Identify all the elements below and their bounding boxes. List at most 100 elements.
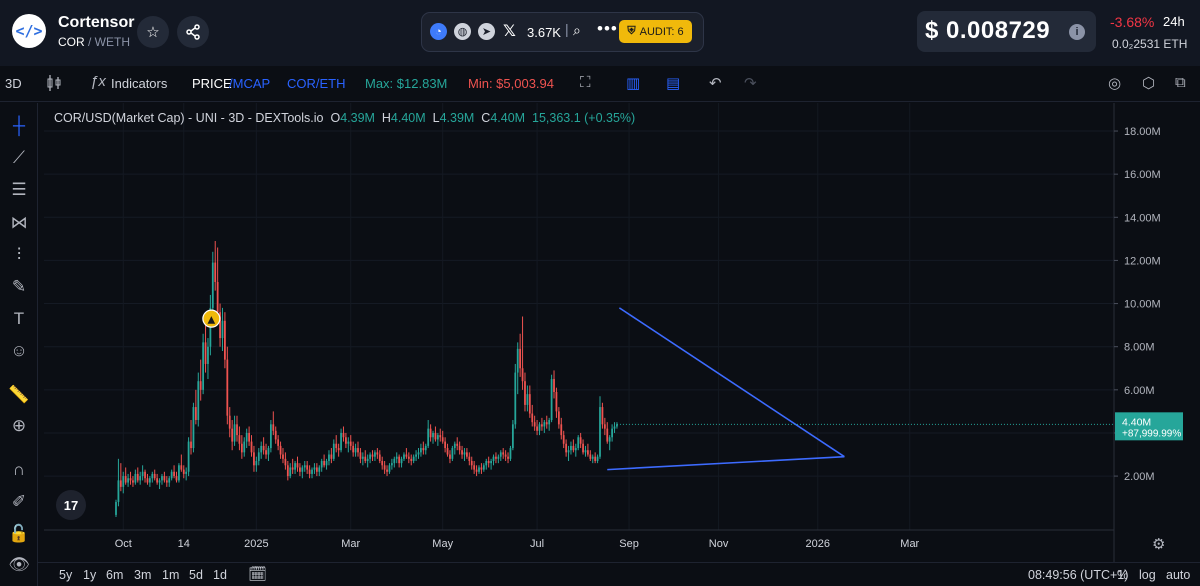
x-tick-label: 14 bbox=[178, 538, 190, 550]
candle-body bbox=[543, 422, 546, 427]
candle bbox=[359, 448, 362, 464]
range-5d[interactable]: 5d bbox=[189, 568, 203, 582]
brush-tool-icon[interactable]: ✎ bbox=[11, 277, 27, 296]
range-1m[interactable]: 1m bbox=[162, 568, 180, 582]
range-6m[interactable]: 6m bbox=[106, 568, 124, 582]
price-toggle[interactable]: PRICE bbox=[192, 76, 232, 91]
fib-tool-icon[interactable]: ☰ bbox=[11, 180, 27, 199]
interval-button[interactable]: 3D bbox=[5, 76, 22, 91]
bar-chart-icon[interactable]: ▥ bbox=[626, 75, 641, 92]
trendlines[interactable] bbox=[607, 307, 845, 471]
ruler-icon[interactable]: 📏 bbox=[8, 385, 30, 404]
telegram-icon[interactable]: ➤ bbox=[478, 23, 495, 40]
favorite-button[interactable]: ☆ bbox=[137, 16, 169, 48]
emoji-tool-icon[interactable]: ☺ bbox=[10, 341, 28, 360]
log-toggle[interactable]: log bbox=[1139, 568, 1156, 582]
candle-body bbox=[352, 445, 355, 453]
screenshot-icon[interactable]: ◎ bbox=[1108, 75, 1122, 92]
candle-body bbox=[519, 348, 522, 369]
candle bbox=[570, 441, 572, 455]
snapshot-icon[interactable]: ⧉ bbox=[1175, 74, 1186, 91]
more-icon[interactable]: ••• bbox=[597, 19, 618, 38]
undo-icon[interactable]: ↶ bbox=[709, 75, 722, 92]
range-5y[interactable]: 5y bbox=[59, 568, 73, 582]
legend-low: 4.39M bbox=[439, 111, 475, 125]
search-icon[interactable]: ⌕ bbox=[573, 22, 581, 38]
candle-body bbox=[257, 452, 260, 461]
axis-settings-icon[interactable]: ⚙ bbox=[1152, 536, 1166, 553]
candle bbox=[366, 454, 369, 468]
candle-body bbox=[262, 445, 265, 451]
candle bbox=[296, 456, 299, 472]
settings-icon[interactable]: ⬡ bbox=[1142, 75, 1156, 92]
auto-toggle[interactable]: auto bbox=[1166, 568, 1191, 582]
candle bbox=[538, 422, 541, 436]
candle bbox=[153, 469, 156, 481]
candle bbox=[139, 471, 142, 485]
candle bbox=[613, 422, 616, 433]
y-tick-label: 6.00M bbox=[1124, 385, 1155, 397]
candle bbox=[282, 448, 284, 464]
audit-badge[interactable]: ⛨ AUDIT: 6 bbox=[619, 20, 692, 43]
candle-body bbox=[286, 465, 289, 477]
pair-toggle[interactable]: COR/ETH bbox=[287, 76, 346, 91]
percent-toggle[interactable]: % bbox=[1117, 568, 1129, 582]
range-1y[interactable]: 1y bbox=[83, 568, 97, 582]
pattern-tool-icon[interactable]: ⋈ bbox=[10, 213, 28, 232]
candle bbox=[463, 448, 466, 461]
candle-body bbox=[449, 454, 451, 459]
candle bbox=[429, 424, 432, 442]
date-range-icon[interactable]: 🗓 bbox=[248, 566, 268, 583]
lock-drawing-icon[interactable]: ✐ bbox=[11, 492, 27, 511]
share-button[interactable] bbox=[177, 16, 209, 48]
candle-body bbox=[361, 456, 364, 459]
compare-icon[interactable]: ▤ bbox=[666, 75, 681, 92]
candle bbox=[548, 417, 551, 431]
trendline-tool-icon[interactable]: ⟋ bbox=[13, 148, 25, 167]
zoom-in-icon[interactable]: ⊕ bbox=[11, 416, 27, 435]
candle bbox=[255, 456, 258, 472]
indicators-icon[interactable]: ƒx bbox=[90, 73, 106, 90]
price-chart[interactable]: 18.00M 16.00M 14.00M 12.00M 10.00M 8.00M 6.00M… bbox=[44, 103, 1200, 562]
candle-body bbox=[374, 452, 376, 457]
range-1d[interactable]: 1d bbox=[213, 568, 227, 582]
legend-close: 4.40M bbox=[490, 111, 526, 125]
lock-icon[interactable]: 🔓 bbox=[8, 524, 30, 543]
dextools-icon[interactable]: ◔ bbox=[430, 23, 447, 40]
magnet-icon[interactable]: ∩ bbox=[12, 460, 26, 479]
candle bbox=[364, 450, 367, 464]
x-twitter-icon[interactable]: 𝕏 bbox=[503, 23, 516, 40]
candle-body bbox=[444, 441, 447, 449]
candle bbox=[524, 372, 526, 412]
event-marker[interactable]: ▲ bbox=[202, 309, 221, 328]
candle-body bbox=[299, 467, 301, 472]
candle-body bbox=[342, 432, 345, 438]
redo-icon[interactable]: ↷ bbox=[744, 75, 757, 92]
candle bbox=[192, 402, 195, 453]
candle-body bbox=[291, 467, 294, 470]
website-icon[interactable]: ◍ bbox=[454, 23, 471, 40]
candle-body bbox=[613, 426, 616, 429]
candle-body bbox=[584, 450, 587, 453]
fullscreen-icon[interactable]: ⛶ bbox=[580, 74, 591, 91]
candle bbox=[250, 435, 253, 457]
candle-body bbox=[151, 473, 154, 479]
candle-body bbox=[260, 445, 263, 453]
candle-body bbox=[274, 430, 277, 440]
prediction-tool-icon[interactable]: ⫶ bbox=[16, 245, 22, 264]
candle bbox=[277, 435, 280, 451]
text-tool-icon[interactable]: T bbox=[13, 309, 25, 328]
candle-type-icon[interactable] bbox=[46, 74, 62, 96]
candle bbox=[526, 385, 529, 412]
candle bbox=[543, 420, 546, 433]
indicators-button[interactable]: Indicators bbox=[111, 76, 168, 91]
candle-body bbox=[594, 456, 597, 461]
visibility-icon[interactable]: 👁 bbox=[8, 555, 30, 574]
crosshair-icon[interactable]: ┼ bbox=[12, 116, 26, 135]
mcap-toggle[interactable]: /MCAP bbox=[229, 76, 271, 91]
range-3m[interactable]: 3m bbox=[134, 568, 152, 582]
candle bbox=[127, 473, 129, 487]
info-icon[interactable]: i bbox=[1069, 24, 1085, 40]
candle-body bbox=[340, 432, 342, 451]
